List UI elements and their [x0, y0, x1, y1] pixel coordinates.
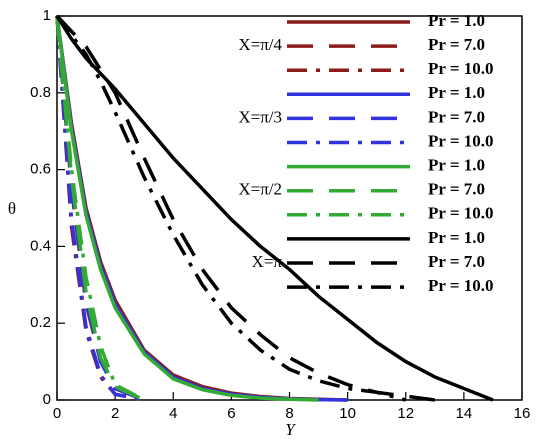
x-tick-label: 10: [339, 405, 356, 422]
x-tick-label: 16: [514, 405, 531, 422]
series-line: [55, 15, 494, 402]
y-tick-label: 0.8: [30, 84, 51, 101]
legend-label: Pr = 7.0: [428, 180, 485, 199]
legend-label: Pr = 10.0: [428, 276, 494, 295]
x-tick-label: 8: [285, 405, 293, 422]
legend-group-label: X=π/3: [238, 107, 282, 126]
y-tick-label: 0: [43, 391, 51, 408]
x-tick-label: 0: [53, 405, 61, 422]
legend-label: Pr = 7.0: [428, 107, 485, 126]
series-line: [55, 15, 146, 402]
legend-label: Pr = 1.0: [428, 156, 485, 175]
legend-label: Pr = 7.0: [428, 252, 485, 271]
y-axis-label: θ: [8, 199, 16, 218]
x-tick-label: 14: [456, 405, 473, 422]
y-tick-label: 1: [43, 7, 51, 24]
legend-group-label: X=π/4: [238, 35, 282, 54]
x-tick-label: 6: [227, 405, 235, 422]
series-line: [55, 15, 145, 402]
legend-label: Pr = 7.0: [428, 35, 485, 54]
x-axis-label: Y: [285, 420, 296, 439]
legend-label: Pr = 1.0: [428, 83, 485, 102]
legend-label: Pr = 10.0: [428, 131, 494, 150]
y-tick-label: 0.4: [30, 237, 51, 254]
legend-label: Pr = 10.0: [428, 204, 494, 223]
legend-label: Pr = 1.0: [428, 228, 485, 247]
legend-group-label: X=π/2: [238, 180, 282, 199]
x-tick-label: 4: [169, 405, 177, 422]
y-tick-label: 0.6: [30, 161, 51, 178]
x-tick-label: 2: [111, 405, 119, 422]
series-line: [55, 14, 407, 402]
legend-label: Pr = 1.0: [428, 11, 485, 30]
series-line: [55, 14, 436, 402]
y-tick-label: 0.2: [30, 314, 51, 331]
legend-group-label: X=π: [252, 252, 283, 271]
series-line: [55, 15, 319, 402]
legend-label: Pr = 10.0: [428, 59, 494, 78]
x-tick-label: 12: [397, 405, 414, 422]
